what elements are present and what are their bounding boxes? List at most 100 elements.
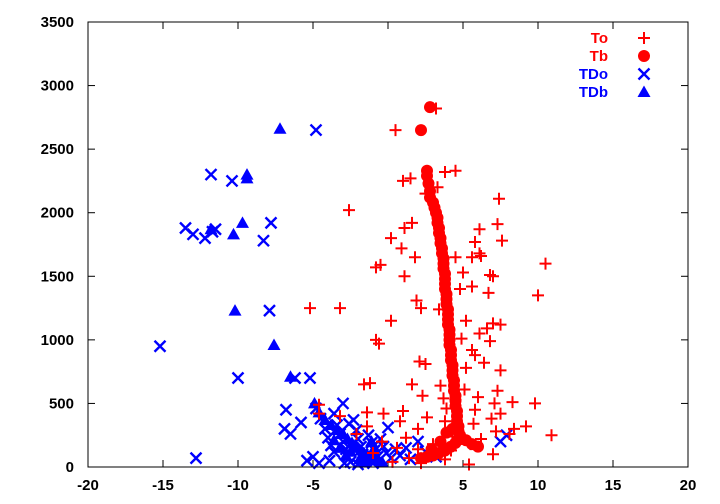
point-to — [529, 397, 541, 410]
point-to — [464, 438, 477, 451]
point-to — [520, 420, 532, 433]
x-tick-labels: -20 -15 -10 -5 0 5 10 15 20 — [77, 477, 696, 494]
point-tdo — [411, 435, 425, 448]
point-tdo — [303, 371, 317, 385]
point-to — [491, 218, 504, 231]
point-tdo — [284, 427, 297, 441]
point-tdo — [314, 412, 327, 426]
point-tdb — [267, 338, 281, 350]
point-tdo — [288, 371, 302, 385]
point-to — [478, 356, 490, 369]
point-to — [469, 349, 481, 362]
point-to — [545, 429, 558, 442]
x-tick-label: -10 — [227, 477, 249, 494]
point-to — [482, 286, 495, 299]
point-to — [439, 415, 451, 428]
point-to — [494, 318, 507, 331]
point-to — [439, 453, 451, 466]
y-tick-label: 0 — [66, 459, 74, 476]
point-to — [404, 172, 417, 185]
y-tick-label: 2000 — [41, 205, 74, 222]
point-to — [394, 415, 406, 428]
point-tdo — [342, 417, 356, 431]
point-to — [413, 355, 426, 368]
point-to — [421, 411, 433, 424]
legend-label-tdb: TDb — [579, 84, 608, 101]
point-to — [484, 335, 496, 348]
point-tdo — [399, 441, 413, 455]
point-to — [304, 302, 316, 315]
point-to — [410, 294, 423, 307]
x-tick-label: -20 — [77, 477, 99, 494]
point-to — [427, 438, 439, 451]
point-to — [475, 249, 487, 262]
point-tdo — [294, 416, 308, 429]
x-tick-label: 0 — [384, 477, 392, 494]
point-to — [361, 420, 373, 433]
point-to — [487, 317, 499, 330]
point-to — [460, 361, 472, 374]
y-tick-label: 1500 — [41, 268, 74, 285]
point-tb — [424, 101, 436, 114]
point-tdo — [351, 458, 365, 471]
x-tick-label: -5 — [306, 477, 319, 494]
point-tdb — [318, 413, 332, 425]
point-to — [460, 314, 472, 327]
point-to — [493, 192, 505, 205]
point-tdo — [309, 123, 323, 137]
point-to — [440, 402, 453, 415]
point-to — [473, 327, 486, 340]
point-to — [430, 102, 442, 115]
point-tdo — [321, 431, 335, 445]
point-to — [449, 393, 462, 406]
point-to — [398, 221, 411, 234]
point-tdo — [333, 427, 347, 441]
x-tick-label: 20 — [680, 477, 697, 494]
point-tdo — [318, 422, 332, 436]
point-tdo — [365, 436, 378, 450]
point-to — [467, 417, 480, 430]
point-tdo — [381, 421, 395, 434]
point-to — [457, 266, 469, 279]
point-tdo — [264, 216, 278, 230]
point-to — [496, 234, 508, 247]
point-tdo — [257, 234, 270, 248]
x-tick-label: 15 — [605, 477, 622, 494]
point-tdo — [323, 454, 336, 467]
point-tdo — [225, 174, 239, 188]
point-tdb — [327, 433, 341, 446]
legend-marker-tdo — [637, 67, 651, 81]
point-tb — [415, 124, 427, 137]
point-to — [412, 443, 424, 456]
legend-label-tb: Tb — [590, 48, 608, 65]
point-to — [532, 289, 544, 302]
point-tdo — [204, 168, 218, 181]
series-tdb — [204, 122, 389, 467]
point-to — [398, 270, 411, 283]
point-to — [334, 410, 346, 423]
point-to — [490, 425, 502, 438]
point-to — [445, 444, 457, 457]
point-to — [334, 302, 346, 315]
point-to — [488, 397, 501, 410]
y-tick-label: 500 — [49, 395, 74, 412]
legend-marker-tb — [638, 50, 650, 62]
point-to — [494, 407, 507, 420]
point-to — [446, 430, 459, 443]
point-to — [449, 164, 462, 177]
legend-marker-to — [638, 32, 650, 44]
point-to — [469, 235, 481, 248]
y-tick-label: 1000 — [41, 332, 74, 349]
point-to — [434, 379, 447, 392]
y-tick-label: 3500 — [41, 14, 74, 31]
point-to — [343, 204, 355, 217]
point-to — [350, 427, 363, 440]
point-to — [373, 337, 385, 350]
point-tdb — [273, 122, 287, 134]
point-to — [437, 392, 450, 405]
point-to — [485, 412, 498, 425]
point-to — [481, 322, 493, 335]
point-to — [385, 232, 397, 245]
point-to — [406, 216, 418, 229]
